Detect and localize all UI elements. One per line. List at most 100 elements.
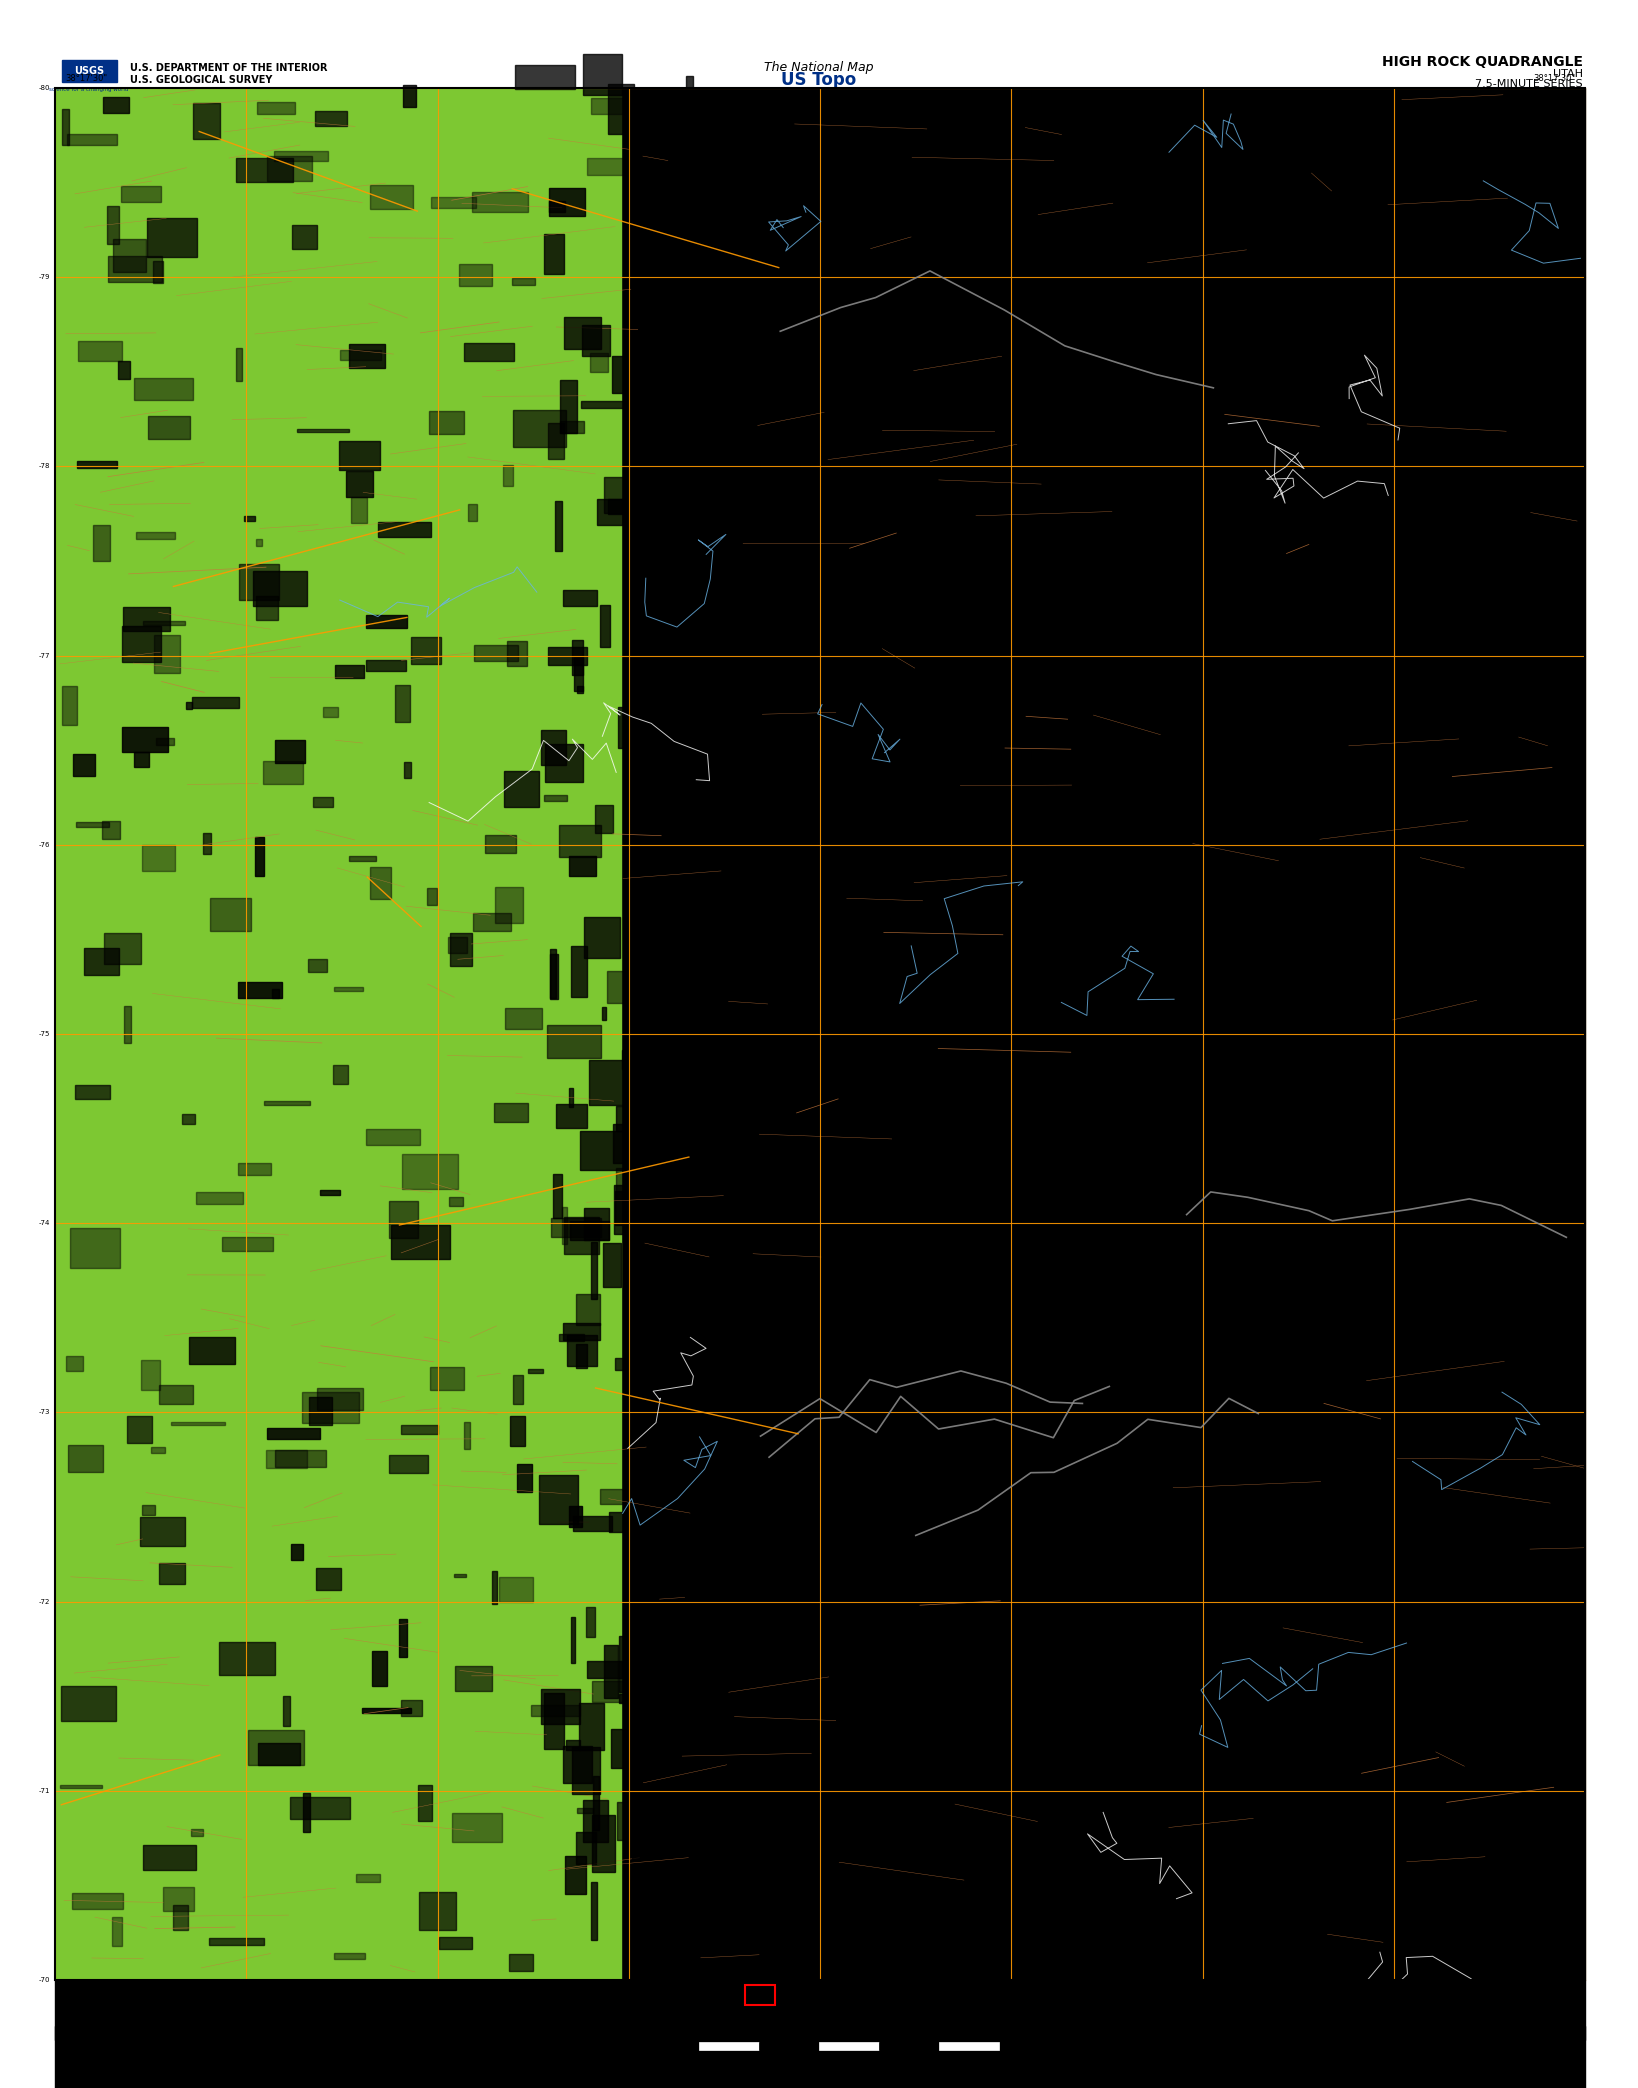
Bar: [495, 887, 523, 923]
Text: U.S. GEOLOGICAL SURVEY: U.S. GEOLOGICAL SURVEY: [129, 75, 272, 86]
Bar: [557, 1105, 586, 1128]
Bar: [357, 1873, 380, 1881]
Bar: [819, 2042, 880, 2050]
Bar: [678, 1100, 691, 1153]
Bar: [370, 867, 390, 898]
Bar: [72, 754, 95, 777]
Bar: [647, 347, 670, 386]
Bar: [547, 1025, 601, 1059]
Bar: [568, 856, 596, 877]
Bar: [139, 1516, 185, 1547]
Bar: [665, 1111, 690, 1125]
Bar: [454, 1574, 465, 1576]
Bar: [113, 238, 146, 271]
Bar: [672, 1353, 704, 1366]
Bar: [544, 796, 567, 800]
Bar: [219, 1641, 275, 1675]
Bar: [562, 1207, 567, 1244]
Bar: [518, 1464, 532, 1493]
Bar: [447, 938, 467, 952]
Bar: [283, 1695, 290, 1727]
Bar: [403, 86, 416, 106]
Bar: [316, 1568, 341, 1589]
Bar: [156, 739, 174, 745]
Bar: [193, 102, 219, 140]
Bar: [560, 380, 577, 434]
Text: U.S. DEPARTMENT OF THE INTERIOR: U.S. DEPARTMENT OF THE INTERIOR: [129, 63, 328, 73]
Bar: [464, 1422, 470, 1449]
Bar: [626, 1466, 650, 1510]
Bar: [203, 833, 211, 854]
Text: HIGH ROCK QUADRANGLE: HIGH ROCK QUADRANGLE: [1382, 54, 1582, 69]
Bar: [314, 111, 347, 125]
Bar: [313, 798, 333, 806]
Bar: [549, 424, 563, 459]
Bar: [192, 1829, 203, 1837]
Bar: [701, 1389, 740, 1426]
Bar: [390, 1455, 429, 1472]
Bar: [717, 1173, 732, 1215]
Bar: [613, 355, 624, 393]
Bar: [577, 1831, 596, 1865]
Bar: [508, 641, 527, 666]
Bar: [613, 1123, 632, 1163]
Bar: [616, 1167, 640, 1199]
Bar: [670, 919, 673, 977]
Bar: [292, 226, 318, 248]
Bar: [257, 1743, 300, 1764]
Bar: [549, 188, 585, 217]
Bar: [509, 1954, 532, 1971]
Bar: [388, 1201, 418, 1238]
Bar: [147, 416, 190, 438]
Text: UTAH: UTAH: [1553, 69, 1582, 79]
Bar: [111, 1917, 123, 1946]
Bar: [706, 290, 717, 307]
Bar: [143, 846, 175, 871]
Bar: [563, 317, 601, 349]
Bar: [583, 1800, 608, 1842]
Bar: [585, 1209, 609, 1240]
Bar: [56, 88, 621, 1979]
Text: -75: -75: [39, 1031, 51, 1038]
Bar: [595, 806, 613, 833]
Bar: [590, 1061, 624, 1105]
Bar: [585, 917, 621, 958]
Bar: [108, 257, 162, 282]
Bar: [121, 186, 161, 203]
Bar: [735, 1130, 750, 1161]
Bar: [134, 378, 193, 401]
Bar: [600, 1489, 632, 1503]
Bar: [170, 1422, 226, 1426]
Bar: [79, 340, 121, 361]
Bar: [418, 1785, 432, 1821]
Bar: [673, 457, 711, 474]
Bar: [629, 969, 644, 1006]
Bar: [459, 263, 491, 286]
Bar: [555, 501, 562, 551]
Text: Produced by the United States Geological Survey: Produced by the United States Geological…: [56, 1992, 262, 2000]
Bar: [644, 1050, 647, 1073]
Bar: [640, 355, 672, 388]
Bar: [714, 359, 752, 378]
Bar: [639, 2042, 699, 2050]
Bar: [662, 1148, 696, 1203]
Bar: [256, 595, 278, 620]
Bar: [706, 1167, 734, 1178]
Bar: [563, 589, 596, 606]
Bar: [559, 1334, 585, 1340]
Bar: [362, 1708, 411, 1714]
Bar: [665, 741, 673, 750]
Bar: [221, 1236, 274, 1251]
Bar: [577, 687, 583, 693]
Bar: [154, 635, 180, 672]
Bar: [272, 990, 280, 998]
Bar: [500, 1576, 532, 1601]
Bar: [290, 1798, 349, 1819]
Bar: [514, 65, 575, 88]
Bar: [604, 478, 660, 514]
Bar: [431, 196, 477, 207]
Bar: [619, 1635, 658, 1691]
Bar: [660, 973, 698, 1004]
Bar: [400, 1620, 408, 1658]
Bar: [740, 1695, 770, 1723]
